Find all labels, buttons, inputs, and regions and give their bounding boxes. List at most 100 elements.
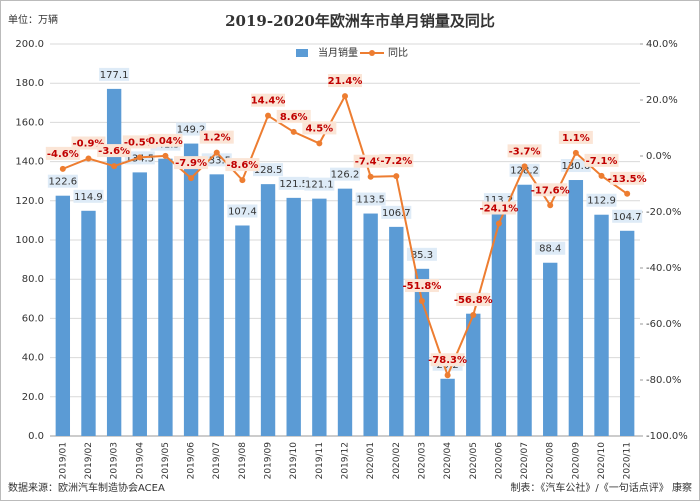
source-note: 数据来源：欧洲汽车制造协会ACEA bbox=[8, 481, 165, 494]
x-tick-label: 2020/07 bbox=[520, 442, 530, 479]
line-label: -7.2% bbox=[380, 156, 412, 167]
x-tick-label: 2020/02 bbox=[392, 442, 402, 479]
x-tick-label: 2019/10 bbox=[289, 442, 299, 480]
bar bbox=[106, 88, 122, 436]
bar-label: 128.2 bbox=[510, 166, 539, 177]
line-label-bg bbox=[353, 154, 388, 168]
line-label-bg bbox=[199, 130, 234, 144]
x-tick-label: 2019/03 bbox=[110, 442, 120, 479]
x-tick-label: 2020/06 bbox=[494, 442, 504, 480]
line-label-bg bbox=[481, 201, 516, 215]
credit-note: 制表：《汽车公社》/《一句话点评》 康察 bbox=[510, 481, 692, 494]
y-tick-label: 140.0 bbox=[15, 157, 44, 168]
bar bbox=[568, 180, 584, 436]
legend-marker bbox=[369, 50, 375, 56]
bar-label: 149.2 bbox=[177, 125, 206, 136]
x-tick-label: 2019/05 bbox=[161, 442, 171, 479]
bar bbox=[414, 268, 430, 436]
line-label: -56.8% bbox=[454, 295, 493, 306]
bar-label-bg bbox=[176, 122, 207, 136]
bar bbox=[594, 214, 609, 436]
bar bbox=[286, 197, 301, 436]
line-label: -7.9% bbox=[175, 158, 207, 169]
bar-label: 104.7 bbox=[613, 212, 642, 223]
line-label: -17.6% bbox=[531, 185, 570, 196]
y-axis-title: 单位：万辆 bbox=[8, 13, 58, 26]
bar bbox=[363, 213, 378, 436]
line-label-bg bbox=[584, 153, 619, 167]
y2-tick-label: 40.0% bbox=[646, 39, 678, 50]
x-tick-label: 2020/10 bbox=[597, 442, 607, 480]
line-label-bg bbox=[558, 130, 593, 144]
y2-tick-label: -40.0% bbox=[646, 263, 681, 274]
line-label: -78.3% bbox=[428, 355, 467, 366]
bar bbox=[55, 195, 71, 436]
line-label: 1.2% bbox=[203, 133, 231, 144]
line-label: 14.4% bbox=[251, 96, 286, 107]
line-marker bbox=[316, 140, 323, 147]
bar-label-bg bbox=[73, 189, 104, 203]
line-marker bbox=[111, 163, 118, 170]
line-label-bg bbox=[251, 93, 286, 107]
line-marker bbox=[624, 190, 631, 197]
line-label: -3.7% bbox=[509, 146, 541, 157]
bar bbox=[209, 174, 224, 436]
x-tick-label: 2019/11 bbox=[315, 442, 325, 479]
x-tick-label: 2019/04 bbox=[135, 442, 145, 480]
bar bbox=[158, 158, 173, 436]
x-tick-label: 2019/12 bbox=[341, 442, 351, 479]
bar-label-bg bbox=[201, 153, 232, 167]
line-marker bbox=[495, 220, 502, 227]
y2-tick-label: -20.0% bbox=[646, 207, 681, 218]
bar-label: 113.5 bbox=[356, 195, 385, 206]
line-label: -3.6% bbox=[98, 146, 130, 157]
line-label: -24.1% bbox=[479, 203, 518, 214]
bar bbox=[389, 226, 404, 436]
line-label-bg bbox=[97, 144, 132, 158]
y2-tick-label: -80.0% bbox=[646, 375, 681, 386]
line-label-bg bbox=[174, 156, 209, 170]
line-marker bbox=[239, 177, 246, 184]
line-label: -4.6% bbox=[47, 149, 79, 160]
line-label: -51.8% bbox=[403, 281, 442, 292]
bar-label: 114.9 bbox=[74, 192, 103, 203]
bar-label-bg bbox=[99, 67, 130, 81]
bar bbox=[235, 225, 250, 436]
x-tick-label: 2020/01 bbox=[366, 442, 376, 479]
bar-label: 177.1 bbox=[100, 70, 129, 81]
bar bbox=[619, 230, 635, 436]
x-tick-label: 2020/11 bbox=[623, 442, 633, 479]
y-tick-label: 40.0 bbox=[22, 353, 44, 364]
bar bbox=[337, 188, 353, 436]
bar-label: 128.5 bbox=[254, 165, 283, 176]
bar-label-bg bbox=[304, 177, 335, 191]
line-label-bg bbox=[225, 158, 260, 172]
line-marker bbox=[213, 149, 220, 156]
line-label: 1.1% bbox=[562, 133, 590, 144]
bar-label: 133.5 bbox=[202, 155, 231, 166]
bar bbox=[132, 172, 147, 436]
bar bbox=[517, 184, 532, 436]
bar-label-bg bbox=[253, 163, 284, 177]
bar-label-bg bbox=[47, 174, 78, 188]
bar-label: 106.7 bbox=[382, 208, 411, 219]
y-tick-label: 80.0 bbox=[22, 274, 44, 285]
bar bbox=[260, 184, 276, 436]
x-tick-label: 2020/04 bbox=[443, 442, 453, 480]
y-tick-label: 20.0 bbox=[22, 392, 44, 403]
x-tick-label: 2019/01 bbox=[58, 442, 68, 479]
line-label: 0.04% bbox=[148, 136, 183, 147]
line-label-bg bbox=[71, 136, 106, 150]
line-label-bg bbox=[404, 279, 439, 293]
bar-label-bg bbox=[586, 193, 617, 207]
y-tick-label: 160.0 bbox=[15, 117, 44, 128]
bar-label-bg bbox=[535, 241, 566, 255]
line-label-bg bbox=[456, 293, 491, 307]
bar-label: 130.6 bbox=[562, 161, 591, 172]
line-marker bbox=[162, 152, 169, 159]
y-tick-label: 60.0 bbox=[22, 313, 44, 324]
line-label-bg bbox=[379, 154, 414, 168]
line-label: -13.5% bbox=[608, 174, 647, 185]
line-label-bg bbox=[122, 135, 157, 149]
bar-label-bg bbox=[509, 163, 540, 177]
